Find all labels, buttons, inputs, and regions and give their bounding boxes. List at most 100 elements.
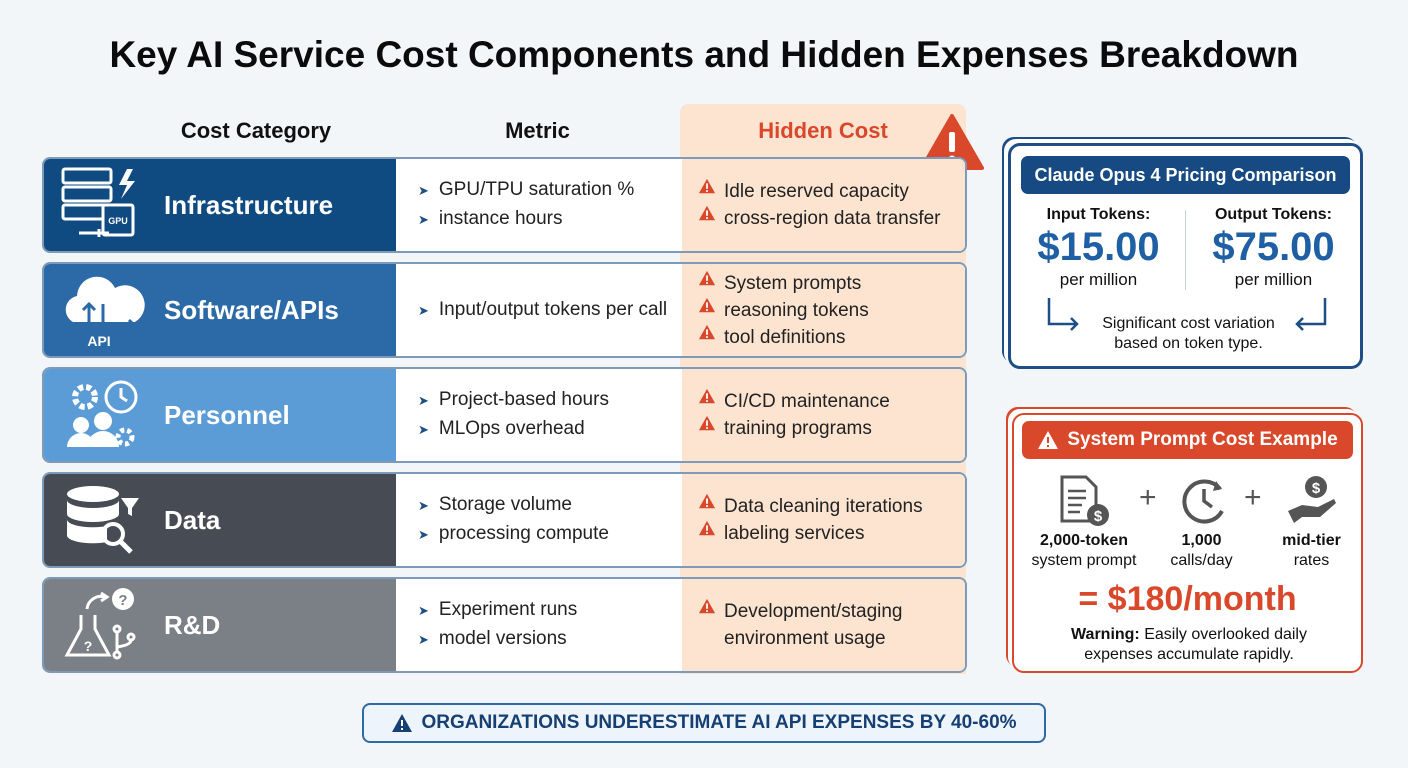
hidden-cost-text: tool definitions [724,326,846,348]
hidden-cost-item: CI/CD maintenance [698,388,965,415]
category-cell: Data [44,474,396,566]
system-prompt-example-panel: System Prompt Cost Example $ + + $ 2,000… [1012,413,1363,673]
document-dollar-icon: $ [1060,475,1109,526]
hidden-cost-text: Data cleaning iterations [724,496,923,517]
header-metric: Metric [505,118,570,143]
footer-banner: ORGANIZATIONS UNDERESTIMATE AI API EXPEN… [362,703,1046,743]
warning-label: Warning: [1071,626,1140,643]
metric-item: ➤ GPU/TPU saturation % [418,176,682,205]
metric-cell: ➤ Experiment runs ➤ model versions [396,579,682,671]
factor-label: system prompt [1031,552,1137,569]
metric-text: GPU/TPU saturation % [438,179,635,200]
arrow-icon: ➤ [418,498,429,513]
hidden-cost-item: Data cleaning iterations [698,493,965,520]
pricing-title: Claude Opus 4 Pricing Comparison [1021,156,1350,194]
example-warning: Warning: Easily overlooked daily expense… [1044,625,1334,665]
page-title: Key AI Service Cost Components and Hidde… [109,34,1299,75]
arrow-icon: ➤ [418,212,429,227]
cost-row-r-d: ?? R&D ➤ Experiment runs ➤ model versions Deve… [42,577,967,673]
metric-item: ➤ model versions [418,625,682,654]
svg-text:$: $ [1312,480,1321,497]
example-factor: 2,000-token system prompt [1014,531,1154,571]
hand-coin-icon: $ [1288,476,1336,523]
hidden-cost-text: Development/staging environment usage [724,601,903,649]
category-label: R&D [164,609,221,640]
svg-text:$: $ [1094,508,1103,525]
cost-row-personnel: Personnel ➤ Project-based hours ➤ MLOps over… [42,367,967,463]
metric-text: Project-based hours [438,389,609,410]
metric-cell: ➤ GPU/TPU saturation % ➤ instance hours [396,159,682,251]
flask-question-icon: ?? [44,579,164,671]
metric-item: ➤ Storage volume [418,491,682,520]
arrow-icon: ➤ [418,603,429,618]
warning-triangle-icon [698,270,716,285]
plus-sign: + [1244,481,1262,514]
hidden-cost-cell: Development/staging environment usage [682,579,965,671]
hidden-cost-text: CI/CD maintenance [724,391,890,412]
category-cell: ?? R&D [44,579,396,671]
header-hidden-cost: Hidden Cost [758,118,888,143]
svg-text:?: ? [118,592,127,609]
cost-row-software-apis: API Software/APIs ➤ Input/output tokens per… [42,262,967,358]
hidden-cost-item: Idle reserved capacity [698,178,965,205]
hidden-cost-text: training programs [724,418,872,439]
arrow-icon: ➤ [418,422,429,437]
pricing-panel: Claude Opus 4 Pricing Comparison Input T… [1008,143,1363,369]
arrow-icon: ➤ [418,527,429,542]
arrow-icon: ➤ [418,393,429,408]
category-cell: Personnel [44,369,396,461]
output-unit: per million [1234,270,1313,289]
warning-triangle-icon [698,297,716,312]
server-gpu-icon: GPU [44,159,164,251]
plus-sign: + [1139,481,1157,514]
metric-item: ➤ processing compute [418,520,682,549]
hidden-cost-item: System prompts [698,270,965,297]
metric-text: instance hours [438,208,563,229]
warning-triangle-icon [698,178,716,194]
category-cell: GPU Infrastructure [44,159,396,251]
svg-text:?: ? [84,638,93,654]
category-label: Infrastructure [164,189,334,220]
header-cost-category: Cost Category [180,118,332,143]
hidden-cost-text: Idle reserved capacity [724,181,909,202]
factor-value: mid-tier [1282,532,1341,549]
category-label: Personnel [164,399,290,430]
arrow-icon: ➤ [418,302,429,318]
clock-refresh-icon [1182,479,1224,524]
metric-item: ➤ Project-based hours [418,386,682,415]
output-price: $75.00 [1212,225,1335,269]
metric-text: MLOps overhead [438,418,585,439]
input-tokens-label: Input Tokens: [1046,206,1151,223]
cost-row-infrastructure: GPU Infrastructure ➤ GPU/TPU saturation % ➤ i… [42,157,967,253]
warning-text: Easily overlooked daily expenses accumul… [1084,626,1307,663]
hidden-cost-cell: System prompts reasoning tokens tool defin… [682,264,965,356]
category-label: Data [164,504,221,535]
pricing-note: Significant cost variation based on toke… [1102,315,1275,352]
metric-text: Experiment runs [438,599,578,620]
hidden-cost-text: System prompts [724,272,862,294]
people-gear-clock-icon [44,369,164,461]
hidden-cost-text: reasoning tokens [724,299,869,321]
metric-cell: ➤ Project-based hours ➤ MLOps overhead [396,369,682,461]
warning-triangle-icon [698,205,716,221]
hidden-cost-item: tool definitions [698,324,965,351]
factor-value: 2,000-token [1039,532,1129,549]
warning-triangle-icon [698,493,716,509]
arrow-icon: ➤ [418,632,429,647]
example-result: = $180/month [1078,580,1297,618]
metric-text: Storage volume [438,494,572,515]
example-factor: mid-tier rates [1259,531,1364,571]
input-unit: per million [1059,270,1138,289]
metric-item: ➤ instance hours [418,205,682,234]
hidden-cost-item: cross-region data transfer [698,205,965,232]
database-search-icon [44,474,164,566]
hidden-cost-cell: Idle reserved capacity cross-region data … [682,159,965,251]
svg-text:API: API [87,333,110,349]
cloud-api-icon: API [44,264,164,356]
warning-triangle-icon [698,324,716,339]
warning-triangle-icon [698,520,716,536]
factor-label: rates [1293,552,1330,569]
example-factor: 1,000 calls/day [1144,531,1259,571]
metric-item: ➤ MLOps overhead [418,415,682,444]
category-cell: API Software/APIs [44,264,396,356]
